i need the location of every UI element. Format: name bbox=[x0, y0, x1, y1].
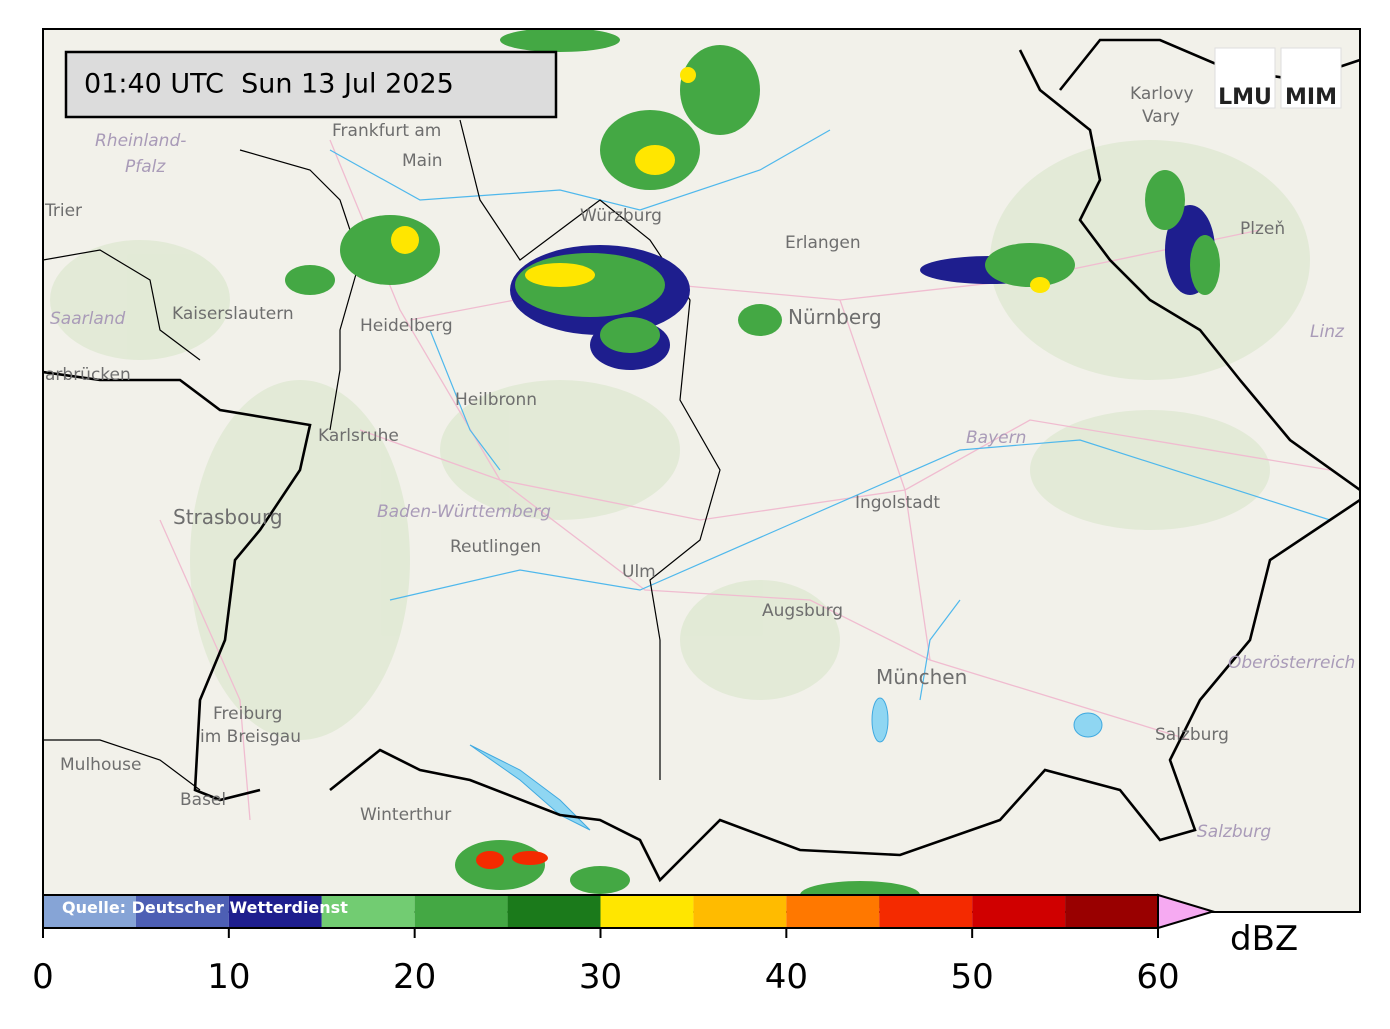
colorbar-unit: dBZ bbox=[1230, 919, 1298, 959]
place-label: Erlangen bbox=[785, 233, 861, 253]
map: Frankfurt am Main Rheinland- Pfalz Trier… bbox=[43, 29, 1360, 912]
colorbar-tick-label: 30 bbox=[579, 957, 622, 997]
region-label: Linz bbox=[1310, 322, 1345, 342]
place-label: Würzburg bbox=[580, 206, 662, 226]
place-label: Augsburg bbox=[762, 601, 843, 621]
forest-areas bbox=[50, 140, 1310, 740]
colorbar-segment bbox=[414, 895, 508, 928]
rivers bbox=[329, 129, 1331, 701]
colorbar-segment bbox=[693, 895, 787, 928]
region-label: Oberösterreich bbox=[1228, 653, 1355, 673]
place-label: Main bbox=[402, 151, 443, 171]
logo: LMU bbox=[1218, 85, 1272, 110]
roads bbox=[159, 139, 1331, 821]
colorbar-tick-label: 20 bbox=[393, 957, 436, 997]
place-label: Reutlingen bbox=[450, 537, 541, 557]
region-label: Baden-Württemberg bbox=[377, 502, 551, 522]
place-label: arbrücken bbox=[45, 365, 131, 385]
lake bbox=[871, 697, 889, 743]
region-label: Salzburg bbox=[1197, 822, 1271, 842]
place-label: München bbox=[876, 665, 967, 689]
region-label: Rheinland- bbox=[95, 131, 186, 151]
place-label: Karlovy bbox=[1130, 84, 1194, 104]
place-label: Trier bbox=[44, 201, 82, 221]
place-label: Ulm bbox=[622, 562, 656, 582]
place-label: Nürnberg bbox=[788, 305, 882, 329]
place-label: Freiburg bbox=[213, 704, 282, 724]
place-label: Strasbourg bbox=[173, 505, 283, 529]
logos: LMU MIM bbox=[1214, 47, 1342, 110]
colorbar-segment bbox=[600, 895, 694, 928]
region-label: Bayern bbox=[966, 428, 1026, 448]
place-label: Vary bbox=[1142, 107, 1180, 127]
colorbar-segment bbox=[135, 895, 229, 928]
place-label: Basel bbox=[180, 790, 226, 810]
colorbar-segment bbox=[507, 895, 601, 928]
colorbar-segment bbox=[43, 895, 136, 928]
national-borders bbox=[43, 38, 1360, 883]
region-label: Saarland bbox=[50, 309, 126, 329]
colorbar-segment bbox=[786, 895, 880, 928]
logo: MIM bbox=[1285, 85, 1337, 110]
colorbar-segment bbox=[972, 895, 1066, 928]
region-label: Pfalz bbox=[125, 157, 166, 177]
colorbar-tick-label: 50 bbox=[951, 957, 994, 997]
colorbar-segment bbox=[321, 895, 415, 928]
place-label: Heilbronn bbox=[455, 390, 537, 410]
place-label: Frankfurt am bbox=[332, 121, 441, 141]
colorbar-tick-label: 60 bbox=[1136, 957, 1179, 997]
place-label: im Breisgau bbox=[200, 727, 301, 747]
place-label: Ingolstadt bbox=[855, 493, 940, 513]
place-label: Kaiserslautern bbox=[172, 304, 294, 324]
place-label: Salzburg bbox=[1155, 725, 1229, 745]
colorbar-tick-label: 10 bbox=[207, 957, 250, 997]
colorbar-source: Quelle: Deutscher Wetterdienst bbox=[62, 898, 348, 917]
place-label: Plzeň bbox=[1240, 219, 1285, 239]
colorbar: Quelle: Deutscher Wetterdienst 0 10 20 30 40 5… bbox=[32, 893, 1298, 997]
place-label: Mulhouse bbox=[60, 755, 141, 775]
colorbar-tick-label: 0 bbox=[32, 957, 54, 997]
colorbar-segment bbox=[879, 895, 973, 928]
place-label: Winterthur bbox=[360, 805, 451, 825]
timestamp-box bbox=[64, 50, 558, 119]
colorbar-segment bbox=[1065, 895, 1158, 928]
place-label: Karlsruhe bbox=[318, 426, 399, 446]
place-labels: Frankfurt am Main Rheinland- Pfalz Trier… bbox=[44, 84, 1355, 842]
lake bbox=[1073, 712, 1103, 738]
timestamp: 01:40 UTC Sun 13 Jul 2025 bbox=[84, 69, 454, 100]
colorbar-segment bbox=[228, 895, 322, 928]
lake-constance bbox=[469, 744, 591, 831]
colorbar-tick-label: 40 bbox=[765, 957, 808, 997]
place-label: Heidelberg bbox=[360, 316, 453, 336]
